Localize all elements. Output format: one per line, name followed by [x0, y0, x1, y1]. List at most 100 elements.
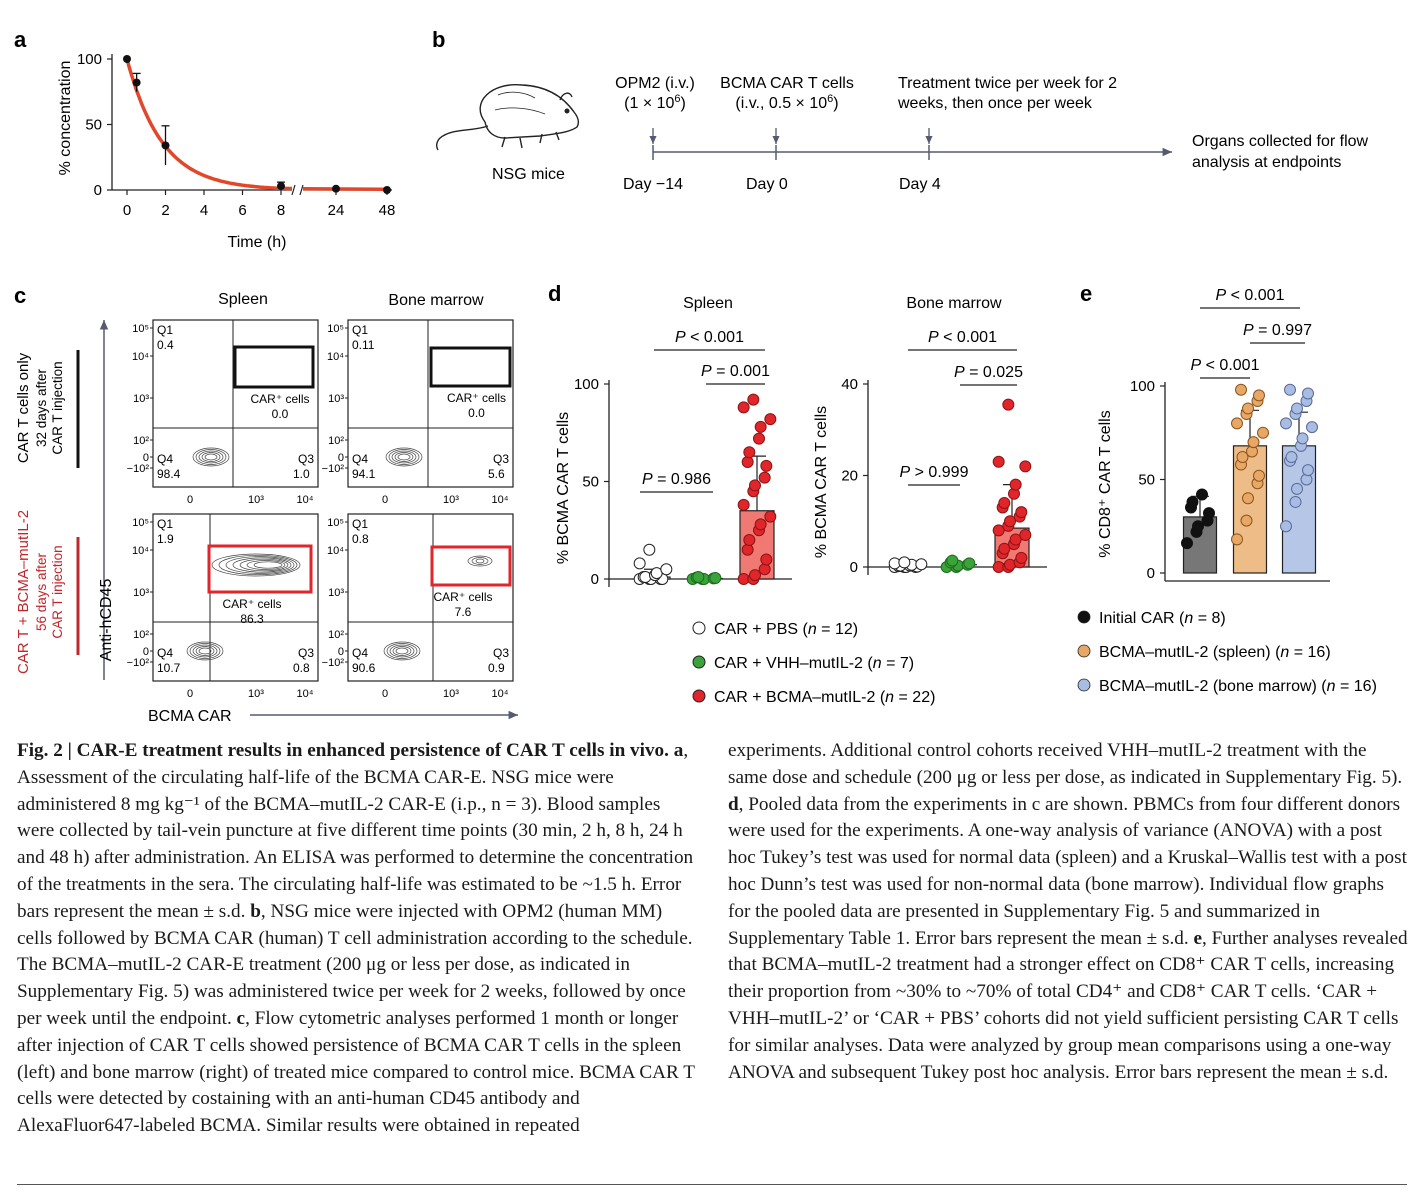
contour [395, 647, 409, 655]
flow-ytick-label: −10² [127, 657, 150, 669]
cap-d-tag: d [728, 793, 739, 815]
panel-a-ylabel: % concentration [57, 61, 74, 176]
q1-value: 0.11 [352, 338, 375, 352]
a-xtick-label: 2 [161, 202, 169, 219]
a-xtick-label: 0 [123, 202, 131, 219]
legend-label: BCMA–mutIL-2 (spleen) (n = 16) [1099, 644, 1331, 661]
q3-label: Q3 [298, 452, 314, 466]
data-point [1302, 387, 1314, 400]
caption-c-text: Flow cytometric analyses performed 1 mon… [17, 1007, 695, 1137]
contour [394, 452, 414, 462]
a-xtick-label: 48 [379, 202, 396, 219]
flow-xtick-label: 10³ [248, 688, 264, 700]
flow-xtick-label: 0 [187, 494, 193, 506]
flow-plot-frame [347, 513, 514, 682]
contour [388, 449, 420, 465]
d-ylabel-spleen: % BCMA CAR T cells [555, 412, 572, 564]
data-point [737, 498, 750, 511]
data-point [1002, 398, 1015, 411]
flow-plot-frame [152, 319, 319, 488]
data-point [1015, 506, 1028, 519]
q4-value: 94.1 [352, 467, 376, 481]
contour [195, 449, 227, 465]
q4-value: 98.4 [157, 467, 181, 481]
contour [253, 561, 283, 569]
legend-marker [1077, 610, 1091, 624]
y-tick-label: 0 [1147, 565, 1155, 582]
contour [225, 556, 295, 574]
data-point [741, 543, 754, 556]
y-tick-label: 40 [841, 376, 858, 393]
caption-left: Fig. 2 | CAR-E treatment results in enha… [17, 740, 695, 1137]
sig-label: P = 0.997 [1243, 322, 1312, 339]
cap-b-tag: b [250, 900, 261, 922]
panel-a-xlabel: Time (h) [228, 234, 287, 251]
flow-xtick-label: 10³ [248, 494, 264, 506]
d-spleen-chart: Spleen 0 50 100 P = 0.986 P = 0.001 P < 0.001 [574, 295, 792, 588]
q3-value: 1.0 [293, 467, 310, 481]
legend-label: BCMA–mutIL-2 (bone marrow) (n = 16) [1099, 678, 1377, 695]
event-day-label: Day 4 [899, 176, 941, 193]
flow-ytick-label: 10² [133, 629, 149, 641]
c-xlabel: BCMA CAR [148, 708, 232, 725]
sig-label: P < 0.001 [1191, 357, 1260, 374]
car-gate [233, 345, 315, 389]
gate-label: CAR⁺ cells [250, 392, 309, 406]
d-bm-title: Bone marrow [906, 295, 1002, 312]
y-tick-label: 100 [574, 376, 599, 393]
data-point [1231, 417, 1243, 430]
car-gate [430, 545, 512, 587]
data-point [1242, 492, 1254, 505]
col-spleen: Spleen [218, 291, 268, 308]
contour [391, 450, 417, 464]
q4-label: Q4 [157, 646, 173, 660]
contour [201, 452, 221, 462]
data-point [753, 432, 765, 445]
q1-label: Q1 [157, 517, 173, 531]
endpoint-label-1: Organs collected for flow [1192, 133, 1369, 150]
flow-ytick-label: 10³ [328, 587, 344, 599]
a-data-point [277, 182, 285, 191]
contour [239, 558, 289, 572]
cap-a-tag: a [673, 740, 684, 761]
a-data-point [123, 55, 131, 63]
data-point [1253, 389, 1265, 402]
y-tick-label: 0 [591, 571, 599, 588]
sig-label: P < 0.001 [675, 329, 744, 346]
q1-label: Q1 [352, 323, 368, 337]
data-point [1291, 482, 1303, 495]
row1-label: CAR T cells only [15, 352, 32, 463]
data-point [1240, 514, 1253, 527]
flow-xtick-label: 10³ [443, 494, 459, 506]
flow-xtick-label: 10⁴ [492, 494, 509, 506]
data-point [1306, 421, 1318, 434]
panel-a-label: a [14, 27, 27, 52]
contour [211, 553, 301, 577]
y-tick-label: 50 [1138, 472, 1155, 489]
d-bm-chart: Bone marrow 0 20 40 P > 0.999 P = 0.025 P < 0.… [841, 295, 1047, 576]
data-point [1289, 495, 1302, 508]
contour [204, 453, 218, 461]
q3-value: 0.9 [488, 661, 505, 675]
y-tick-label: 100 [1130, 378, 1155, 395]
contour [467, 555, 493, 567]
data-point [633, 557, 646, 570]
data-point [758, 471, 771, 484]
legend-marker [1077, 678, 1091, 692]
legend-marker [692, 621, 706, 635]
data-point [643, 543, 656, 556]
data-point [639, 571, 652, 584]
panel-c-label: c [14, 283, 26, 308]
data-point [660, 563, 673, 576]
q4-label: Q4 [352, 452, 368, 466]
q4-value: 10.7 [157, 661, 181, 675]
contour [192, 644, 218, 658]
flow-ytick-label: 0 [338, 452, 344, 464]
data-point [1284, 383, 1296, 396]
data-point [764, 413, 777, 426]
data-point [1019, 528, 1032, 541]
event-label-line1: BCMA CAR T cells [720, 75, 854, 92]
